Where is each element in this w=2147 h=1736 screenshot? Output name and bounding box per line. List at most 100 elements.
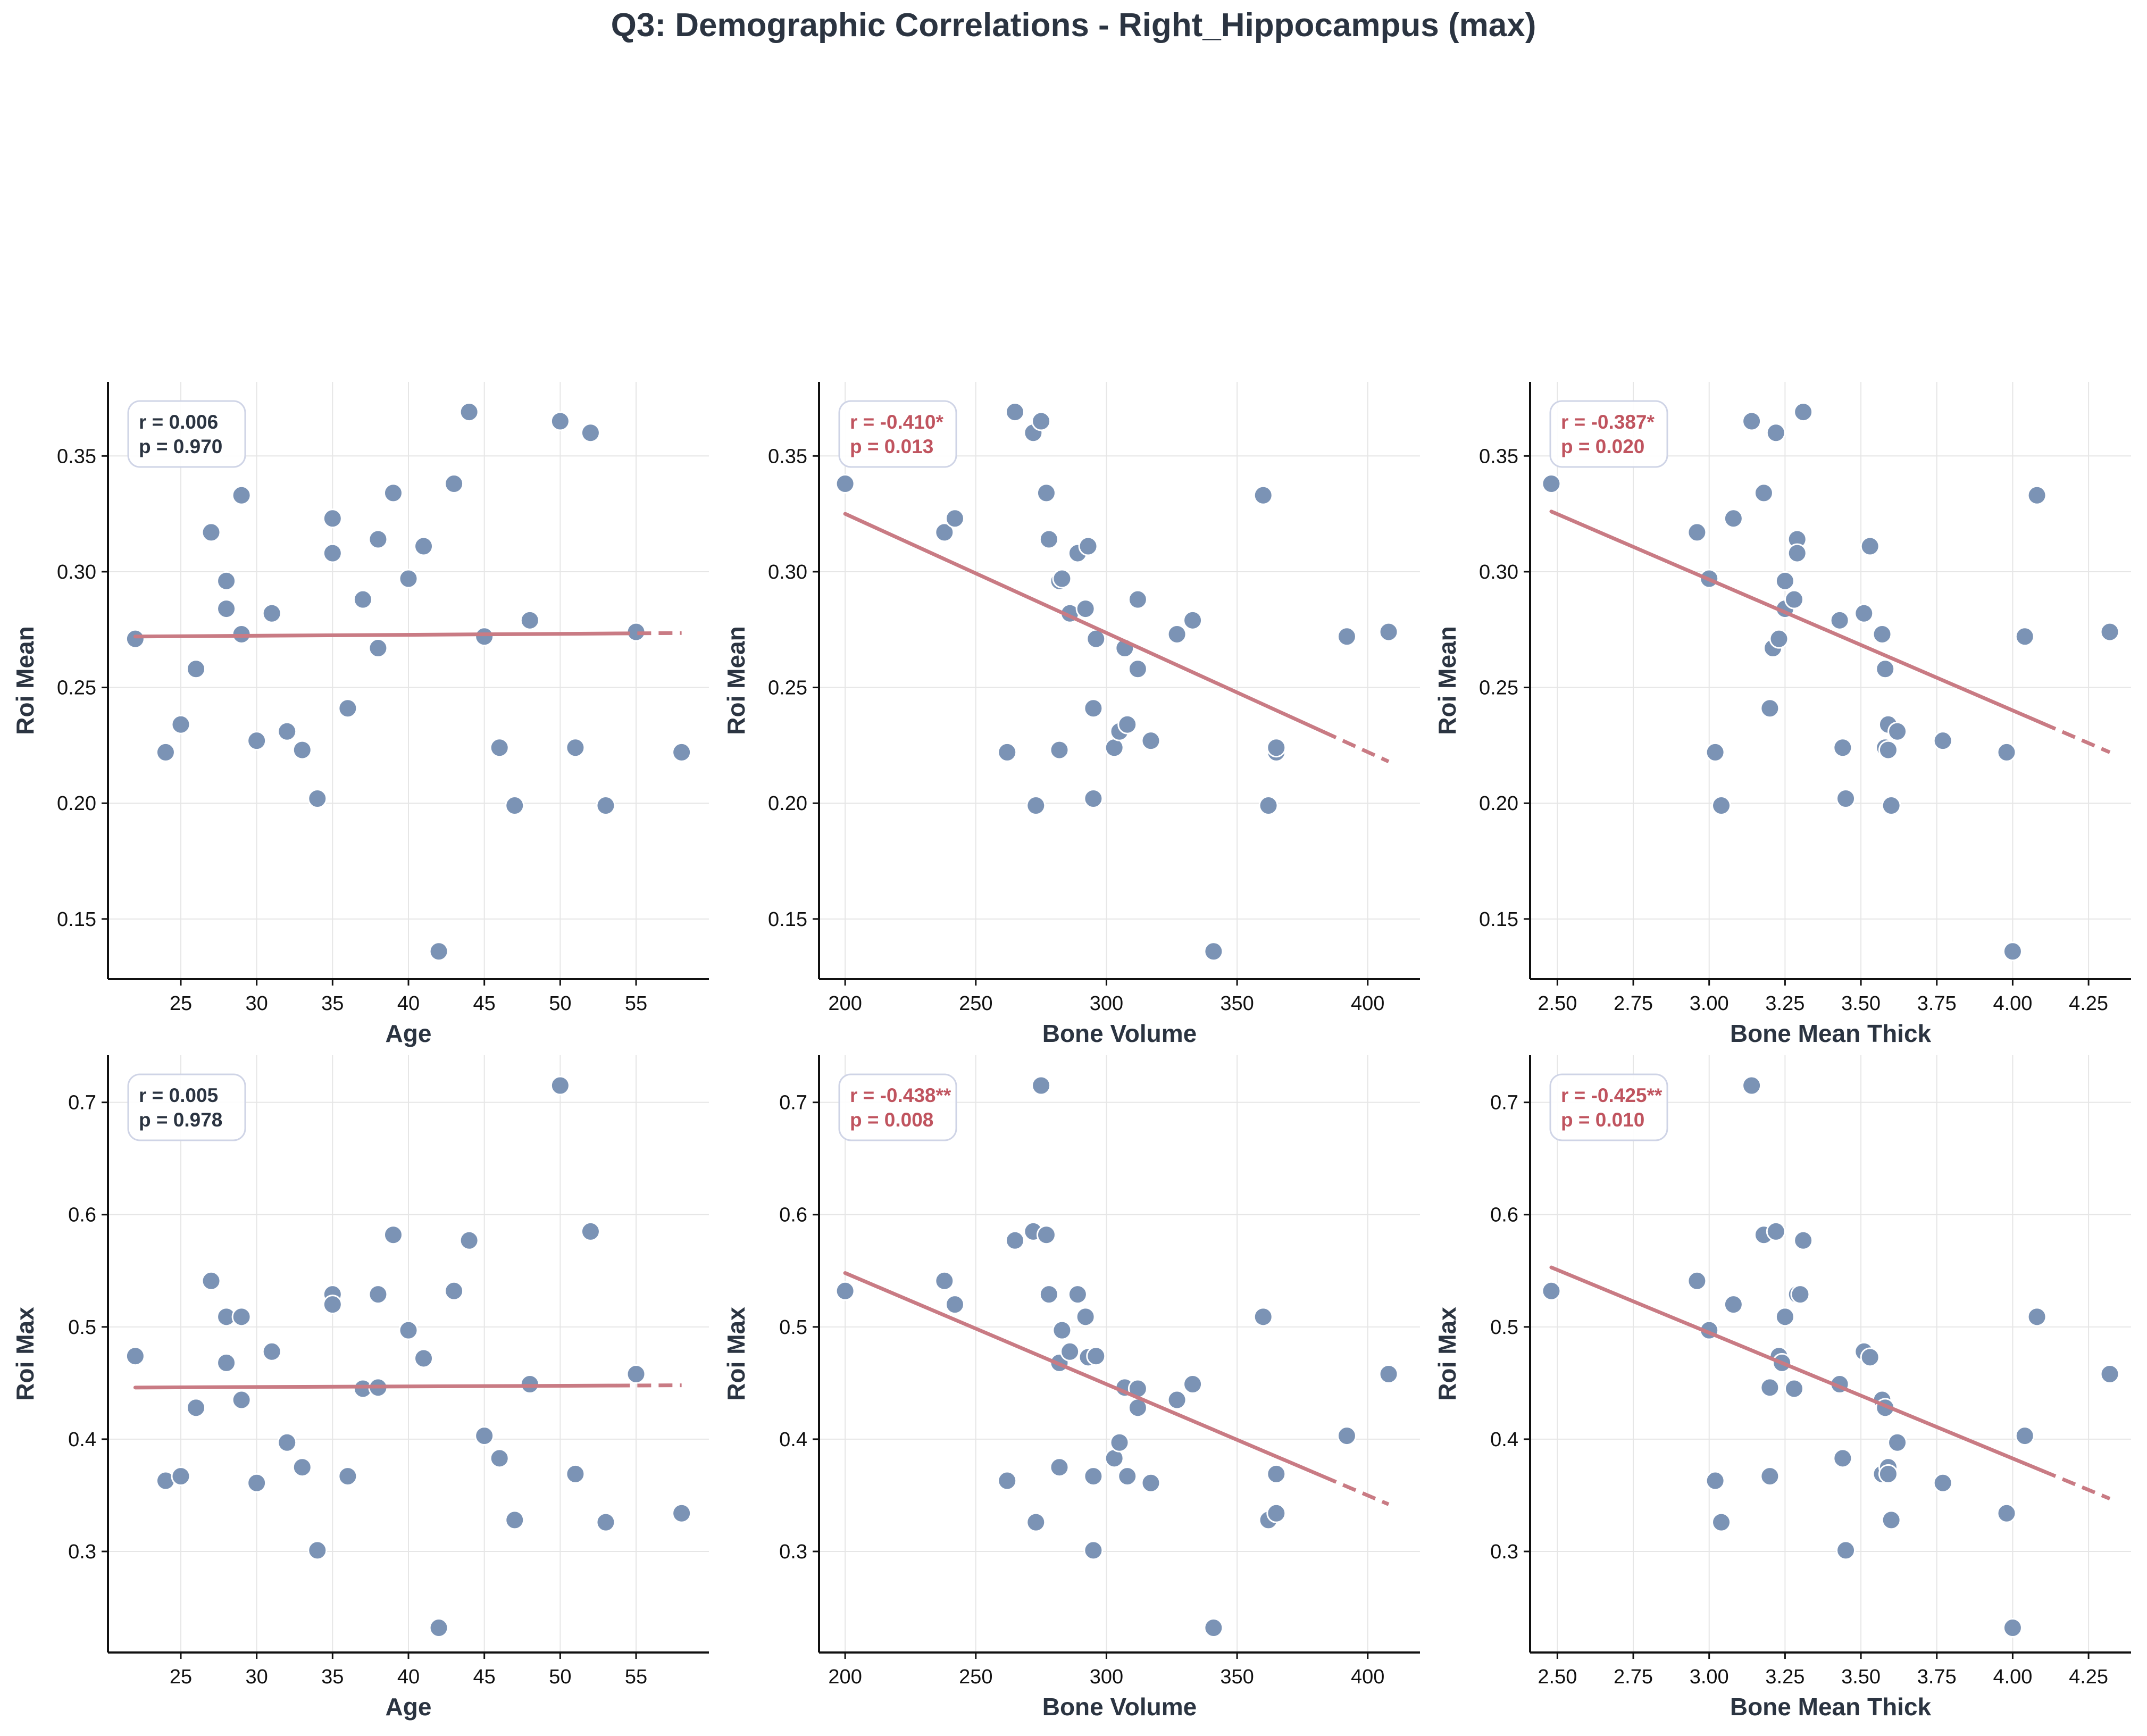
data-point [368,638,388,658]
data-point [672,1503,692,1523]
data-point [489,1448,509,1468]
correlation-r-value: r = -0.387* [1561,411,1655,433]
data-point [1036,1225,1056,1245]
data-point [505,796,525,816]
y-axis-label: Roi Max [11,1307,39,1401]
x-tick-label: 55 [625,1666,647,1688]
y-tick-label: 0.30 [1479,561,1518,583]
data-point [307,788,328,808]
x-tick-label: 25 [170,1666,192,1688]
y-tick-label: 0.30 [57,561,96,583]
data-point [1078,536,1098,556]
x-tick-label: 50 [549,992,571,1015]
data-point [1723,1295,1743,1315]
correlation-p-value: p = 0.020 [1561,436,1644,457]
data-point [489,738,509,758]
x-tick-label: 2.75 [1614,1666,1653,1688]
data-point [1687,522,1707,542]
data-point [201,522,221,542]
x-tick-label: 200 [828,1666,862,1688]
data-point [2002,1618,2023,1638]
data-point [1790,1284,1810,1305]
data-point [1996,1503,2017,1523]
y-tick-label: 0.5 [779,1316,807,1339]
data-point [1760,698,1780,719]
data-point [1141,731,1161,751]
data-point [1705,1471,1725,1491]
data-point [1723,508,1743,529]
data-point [1266,1464,1286,1484]
data-point [322,508,342,529]
x-tick-label: 4.25 [2069,992,2108,1015]
data-point [1253,1307,1273,1327]
data-point [1104,738,1124,758]
data-point [262,603,282,623]
data-point [201,1271,221,1291]
data-point [945,508,965,529]
data-point [835,474,855,494]
x-tick-label: 4.00 [1993,992,2032,1015]
data-point [2027,1307,2047,1327]
data-point [1031,1075,1051,1096]
data-point [1083,788,1104,808]
data-point [338,698,358,719]
data-point [1711,1512,1732,1532]
x-tick-label: 250 [959,1666,992,1688]
x-tick-label: 400 [1351,992,1384,1015]
data-point [125,629,145,649]
data-point [322,543,342,563]
y-tick-label: 0.15 [1479,908,1518,931]
data-point [1117,714,1138,735]
data-point [1031,411,1051,431]
data-point [444,474,464,494]
x-tick-label: 45 [473,1666,496,1688]
data-point [1753,483,1774,503]
x-axis-label: Age [386,1693,432,1721]
data-point [1933,1473,1953,1493]
y-tick-label: 0.35 [1479,445,1518,468]
y-tick-label: 0.6 [1490,1204,1518,1226]
x-tick-label: 2.50 [1538,1666,1577,1688]
data-point [1875,659,1895,679]
x-tick-label: 3.00 [1690,992,1729,1015]
x-tick-label: 3.25 [1765,992,1805,1015]
y-tick-label: 0.4 [1490,1429,1518,1451]
data-point [997,742,1017,762]
data-point [520,610,540,630]
data-point [459,1230,479,1250]
data-point [1075,599,1096,619]
data-point [1878,1464,1898,1484]
data-point [216,599,237,619]
data-point [505,1510,525,1530]
correlation-r-value: r = 0.005 [139,1084,218,1106]
data-point [1005,1230,1025,1250]
trend-line-extension [2042,1469,2111,1501]
data-point [1083,698,1104,719]
data-point [247,1473,267,1493]
data-point [1833,738,1853,758]
data-point [383,1225,403,1245]
x-tick-label: 300 [1090,992,1123,1015]
trend-line-extension [1323,1474,1390,1506]
data-point [474,627,495,647]
data-point [1127,589,1148,610]
data-point [171,714,191,735]
correlation-p-value: p = 0.970 [139,436,222,457]
data-point [1083,1466,1104,1487]
data-point [277,721,297,741]
data-point [429,941,449,962]
y-tick-label: 0.25 [768,677,807,699]
y-tick-label: 0.7 [1490,1092,1518,1114]
trend-line [133,631,618,639]
data-point [1766,423,1786,443]
data-point [1793,1230,1814,1250]
data-point [338,1466,358,1487]
data-point [1887,721,1908,741]
x-tick-label: 2.75 [1614,992,1653,1015]
y-tick-label: 0.15 [57,908,96,931]
data-point [1266,738,1286,758]
data-point [1086,1346,1106,1366]
data-point [1204,1618,1224,1638]
data-point [580,1221,600,1241]
x-tick-label: 3.50 [1841,992,1881,1015]
